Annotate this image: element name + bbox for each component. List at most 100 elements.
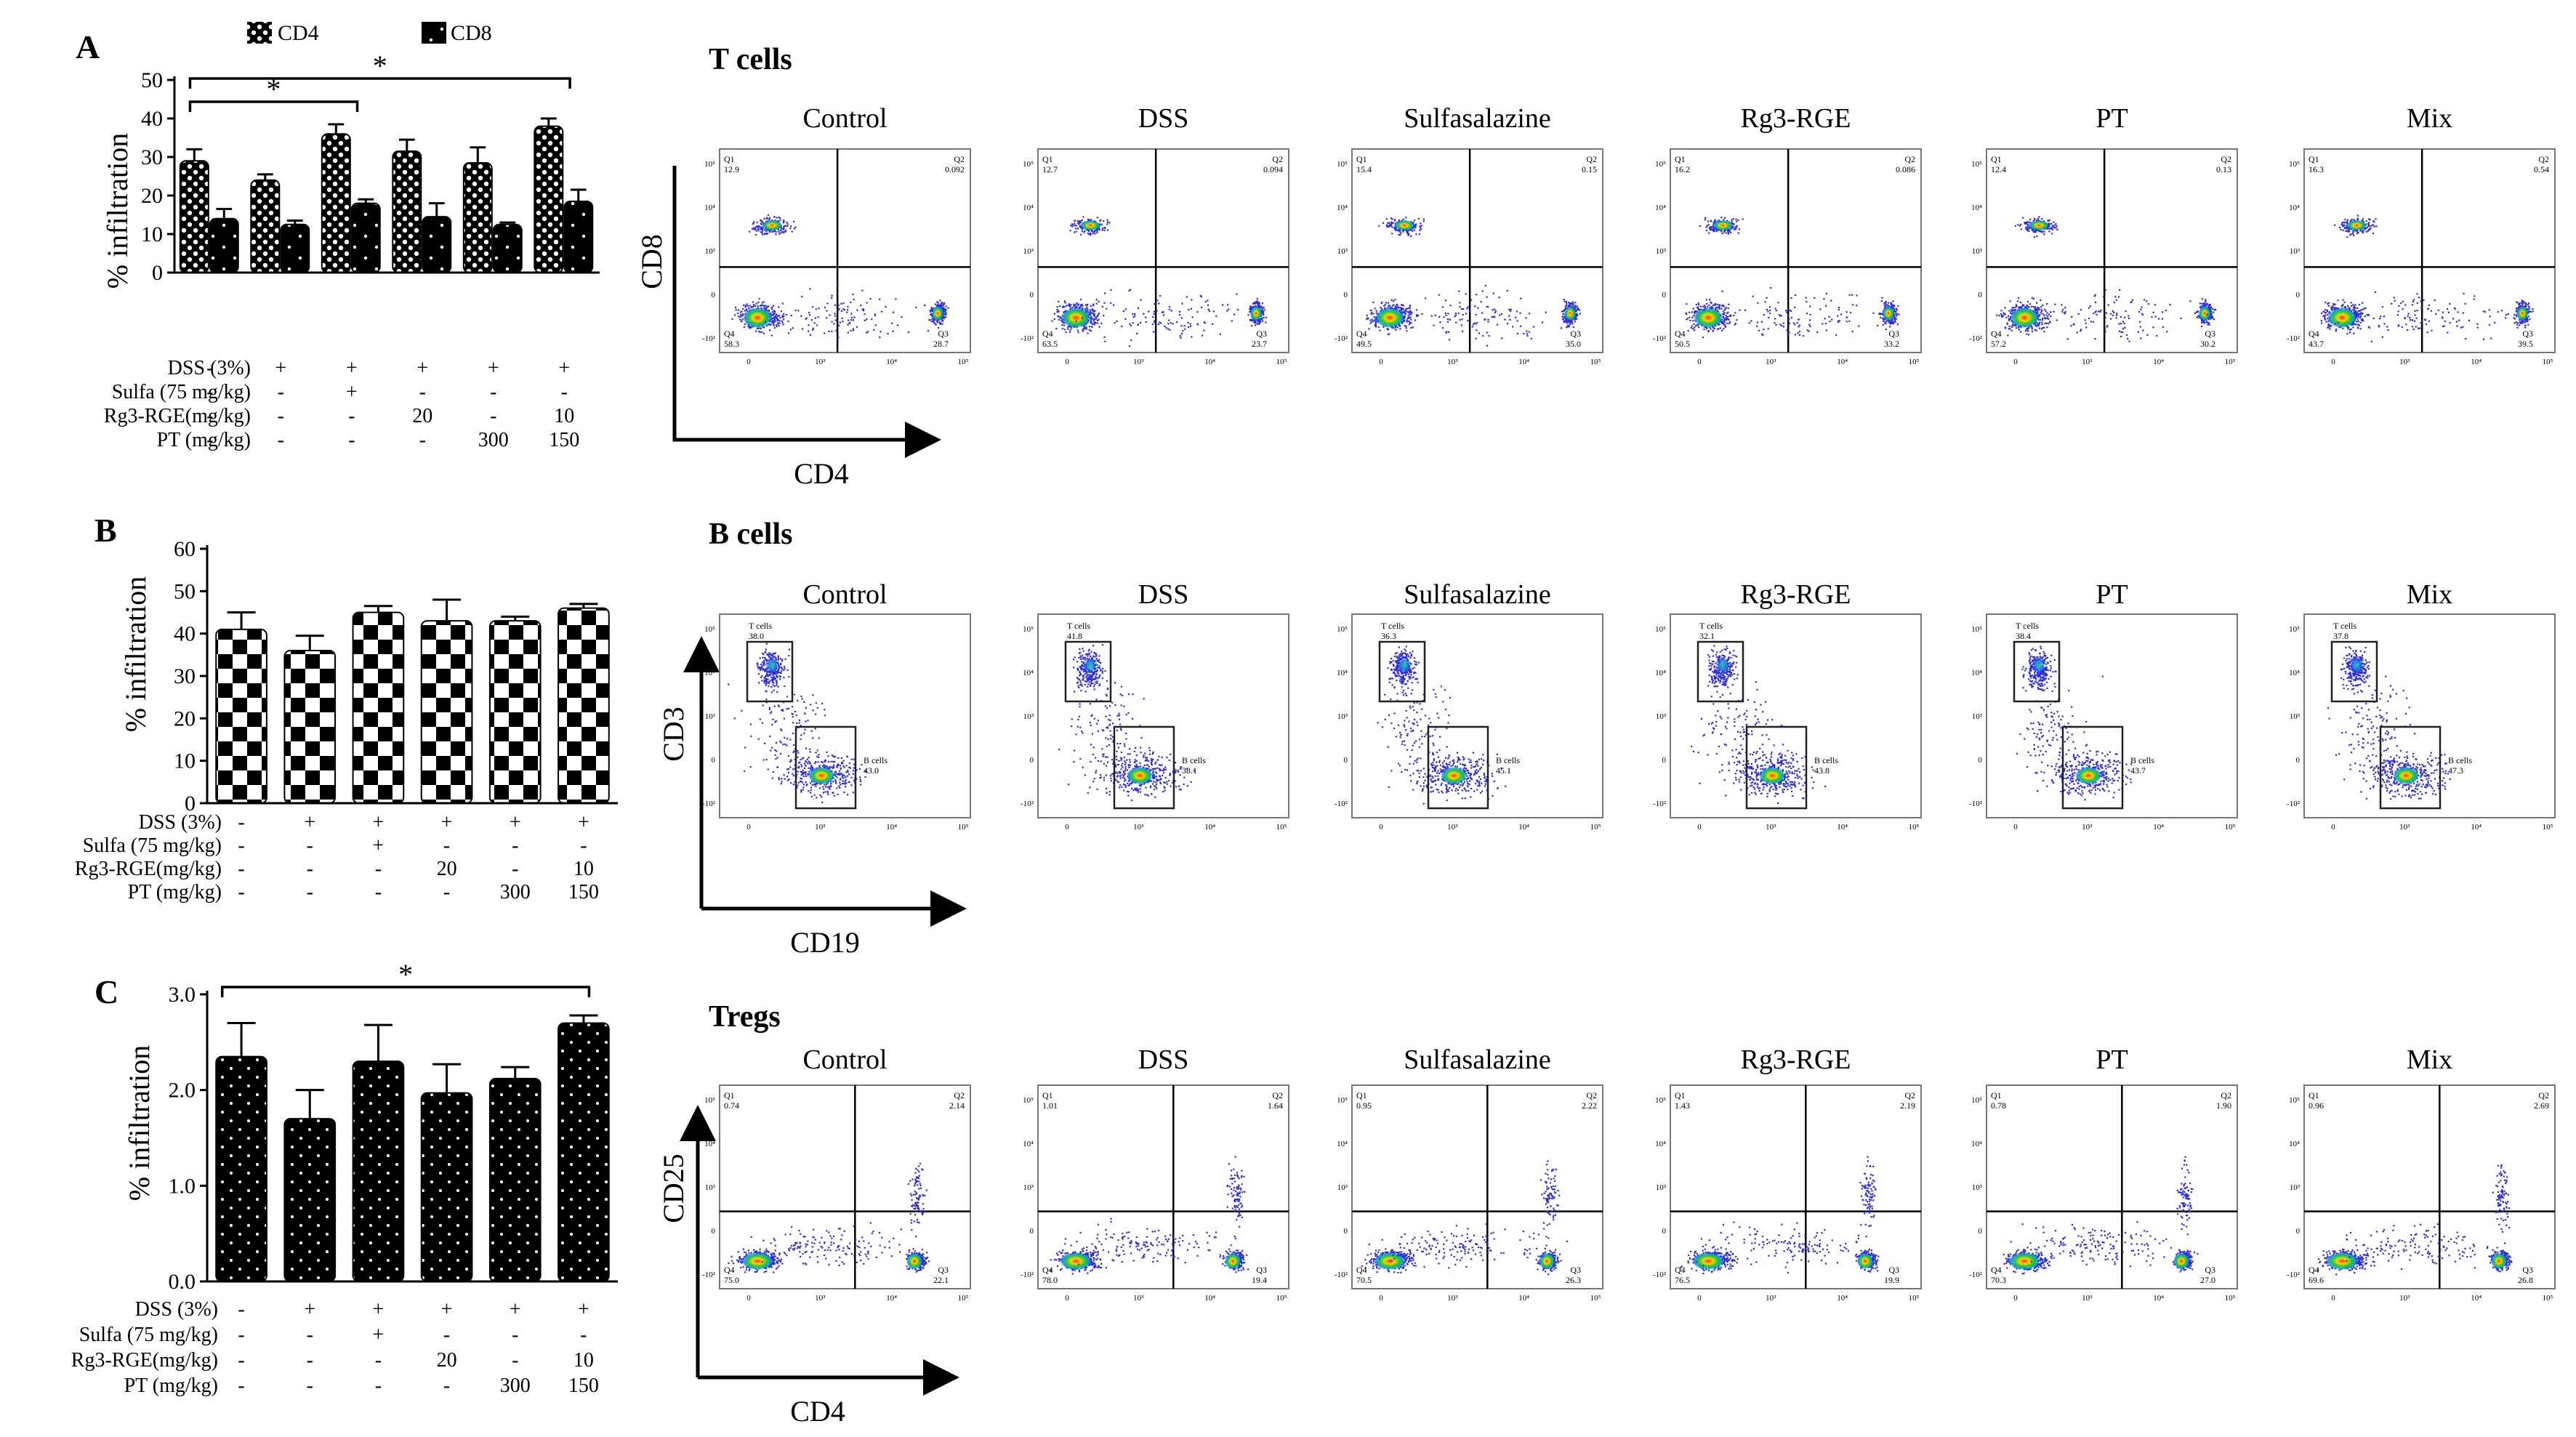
density-hotspot xyxy=(1080,220,1100,230)
event-dot xyxy=(771,230,773,233)
event-dot xyxy=(1062,321,1064,323)
event-dot xyxy=(1468,310,1470,312)
bar-t-cells xyxy=(488,620,542,805)
event-dot xyxy=(1694,329,1696,331)
event-dot xyxy=(2110,318,2112,320)
event-dot xyxy=(1488,334,1490,337)
event-dot xyxy=(2040,230,2042,233)
event-dot xyxy=(1080,233,1082,236)
event-dot xyxy=(1492,292,1494,294)
event-dot xyxy=(1694,326,1696,329)
quadrant-value: 58.3 xyxy=(724,339,739,349)
ytick-label: 2.0 xyxy=(169,1079,196,1103)
quadrant-label: Q1 xyxy=(1991,154,2002,164)
event-dot xyxy=(762,230,764,232)
event-dot xyxy=(1233,313,1236,315)
event-dot xyxy=(1385,302,1387,304)
flow-plot-title: Mix xyxy=(2407,103,2452,134)
event-dot xyxy=(770,230,772,232)
event-dot xyxy=(1404,325,1406,327)
event-dot xyxy=(892,330,894,332)
event-dot xyxy=(1374,324,1376,326)
event-dot xyxy=(1705,299,1707,301)
event-dot xyxy=(1093,230,1096,233)
event-dot xyxy=(1130,324,1132,327)
event-dot xyxy=(1091,230,1093,232)
event-dot xyxy=(840,310,842,312)
event-dot xyxy=(837,309,840,311)
event-dot xyxy=(1390,217,1393,220)
event-dot xyxy=(930,320,933,322)
event-dot xyxy=(1095,302,1098,305)
event-dot xyxy=(834,304,836,306)
flow-ytick-label: 10⁴ xyxy=(1023,204,1034,212)
event-dot xyxy=(2026,333,2028,335)
event-dot xyxy=(1467,320,1469,322)
event-dot xyxy=(1727,318,1729,320)
event-dot xyxy=(2034,329,2036,331)
quadrant-value: 16.2 xyxy=(1675,164,1690,174)
event-dot xyxy=(2071,315,2073,318)
event-dot xyxy=(2088,307,2090,309)
event-dot xyxy=(1083,231,1085,233)
condition-value: - xyxy=(512,858,518,880)
event-dot xyxy=(2025,227,2027,229)
ytick-label: 30 xyxy=(141,145,163,169)
event-dot xyxy=(1409,316,1412,318)
event-dot xyxy=(2008,325,2011,328)
event-dot xyxy=(1510,308,1512,310)
event-dot xyxy=(1702,305,1704,307)
event-dot xyxy=(1090,309,1092,311)
event-dot xyxy=(1410,327,1412,329)
event-dot xyxy=(760,327,762,329)
event-dot xyxy=(2128,315,2130,317)
event-dot xyxy=(2026,229,2029,231)
event-dot xyxy=(1430,315,1433,317)
event-dot xyxy=(1372,302,1374,304)
event-dot xyxy=(813,322,816,324)
event-dot xyxy=(1419,227,1422,229)
quadrant-label: Q4 xyxy=(1356,329,1367,339)
event-dot xyxy=(1710,301,1712,303)
event-dot xyxy=(1785,309,1787,312)
event-dot xyxy=(2041,318,2044,320)
event-dot xyxy=(784,225,786,227)
event-dot xyxy=(1848,320,1851,323)
event-dot xyxy=(748,327,751,329)
event-dot xyxy=(2353,234,2355,236)
event-dot xyxy=(1707,306,1709,308)
event-dot xyxy=(929,319,931,321)
event-dot xyxy=(773,305,775,307)
event-dot xyxy=(1562,313,1564,315)
event-dot xyxy=(1890,302,1892,304)
event-dot xyxy=(2201,298,2203,300)
event-dot xyxy=(1058,305,1061,307)
event-dot xyxy=(1406,319,1408,322)
event-dot xyxy=(742,307,744,310)
ytick-label: 40 xyxy=(174,622,196,646)
event-dot xyxy=(1249,305,1252,307)
event-dot xyxy=(2048,219,2050,222)
event-dot xyxy=(1885,329,1887,331)
significance-a: ** xyxy=(188,49,571,112)
event-dot xyxy=(862,308,865,310)
event-dot xyxy=(1692,307,1694,310)
event-dot xyxy=(1101,305,1103,307)
event-dot xyxy=(2128,317,2130,319)
event-dot xyxy=(1730,231,1732,233)
event-dot xyxy=(768,218,770,220)
event-dot xyxy=(1077,304,1079,306)
event-dot xyxy=(1774,322,1776,324)
ylabel-c: % infiltration xyxy=(123,1045,156,1201)
event-dot xyxy=(2034,231,2037,233)
event-dot xyxy=(847,331,849,334)
bar-cd8 xyxy=(209,217,239,273)
event-dot xyxy=(786,225,789,228)
event-dot xyxy=(1835,334,1838,337)
event-dot xyxy=(1257,305,1259,307)
event-dot xyxy=(1789,309,1791,311)
event-dot xyxy=(752,304,755,306)
event-dot xyxy=(2039,318,2041,321)
event-dot xyxy=(2125,310,2127,313)
event-dot xyxy=(1059,316,1061,318)
